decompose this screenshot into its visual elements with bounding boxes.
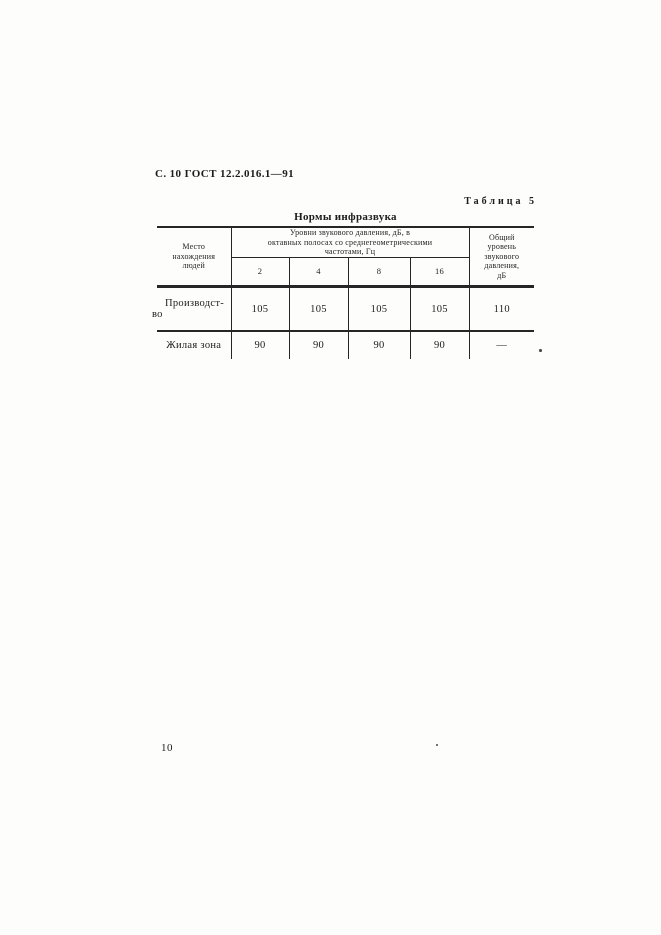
header-freq-16: 16	[409, 257, 470, 288]
cell-value: 105	[347, 286, 410, 333]
cell-place-text: Производст-во	[152, 298, 225, 321]
header-freq-2: 2	[230, 257, 289, 288]
ink-speck	[436, 744, 438, 746]
ink-speck	[539, 349, 542, 352]
infrasound-norms-table: Место нахождения людей Уровни звукового …	[152, 226, 535, 360]
table-row-residential: Жилая зона 90 90 90 90 —	[157, 331, 535, 360]
page-number: 10	[161, 742, 173, 754]
table-head: Место нахождения людей Уровни звукового …	[157, 227, 535, 288]
cell-value: 90	[409, 331, 470, 360]
header-overall: Общий уровень звукового давления, дБ	[468, 227, 535, 288]
table-body: Производст-во 105 105 105 105 110 Жилая …	[152, 286, 535, 360]
cell-value: 105	[409, 286, 470, 333]
cell-value: 105	[230, 286, 289, 333]
cell-place: Производст-во	[152, 286, 231, 333]
table-title: Нормы инфразвука	[294, 211, 397, 223]
cell-value: 90	[347, 331, 410, 360]
header-freq-8: 8	[347, 257, 410, 288]
cell-total: —	[468, 331, 535, 360]
table-caption: Таблица 5	[464, 196, 537, 207]
cell-value: 90	[288, 331, 348, 360]
cell-value: 90	[230, 331, 289, 360]
header-freq-4: 4	[288, 257, 348, 288]
header-row-top: Место нахождения людей Уровни звукового …	[157, 227, 535, 288]
header-row-frequencies: 2 4 8 16	[157, 257, 534, 288]
header-place: Место нахождения людей	[157, 227, 231, 288]
header-levels-span: Уровни звукового давления, дБ, в октавны…	[230, 227, 470, 258]
cell-total: 110	[468, 286, 535, 333]
running-header: С. 10 ГОСТ 12.2.016.1—91	[155, 168, 294, 180]
cell-place: Жилая зона	[166, 340, 222, 352]
table-row-production: Производст-во 105 105 105 105 110	[152, 286, 535, 333]
cell-value: 105	[288, 286, 348, 333]
